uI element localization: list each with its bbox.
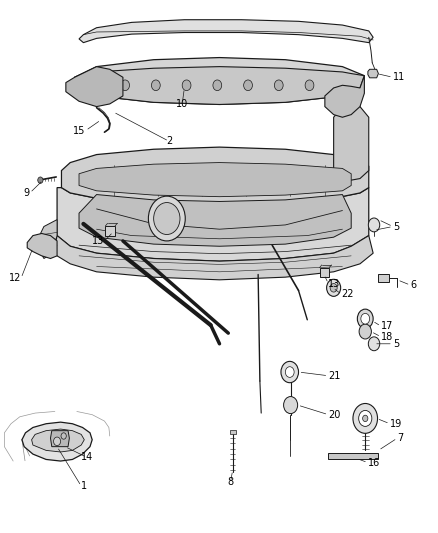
Circle shape [358, 324, 371, 339]
Polygon shape [333, 104, 368, 180]
Circle shape [61, 433, 66, 439]
Circle shape [329, 284, 336, 292]
Polygon shape [53, 236, 372, 280]
Circle shape [148, 196, 185, 241]
Text: 7: 7 [396, 433, 403, 443]
Polygon shape [50, 431, 69, 447]
Text: 6: 6 [410, 280, 416, 290]
Text: 13: 13 [92, 236, 104, 246]
FancyBboxPatch shape [319, 268, 328, 277]
Polygon shape [328, 453, 378, 459]
Polygon shape [79, 20, 372, 43]
Polygon shape [74, 67, 364, 104]
Circle shape [274, 80, 283, 91]
Circle shape [285, 367, 293, 377]
Text: 12: 12 [9, 273, 21, 283]
Text: 20: 20 [328, 410, 340, 419]
Circle shape [38, 177, 43, 183]
Text: 13: 13 [328, 279, 340, 288]
Polygon shape [79, 195, 350, 246]
Polygon shape [66, 67, 123, 107]
Text: 21: 21 [328, 371, 340, 381]
Text: 5: 5 [392, 339, 398, 349]
Text: 22: 22 [341, 289, 353, 299]
Text: 19: 19 [389, 419, 401, 429]
Polygon shape [22, 422, 92, 461]
Circle shape [280, 361, 298, 383]
Polygon shape [324, 76, 364, 117]
Circle shape [367, 218, 379, 232]
Text: 15: 15 [73, 126, 85, 135]
FancyBboxPatch shape [378, 274, 389, 282]
Circle shape [362, 415, 367, 422]
Circle shape [326, 279, 340, 296]
Circle shape [212, 80, 221, 91]
Circle shape [367, 337, 379, 351]
Polygon shape [367, 69, 378, 78]
FancyBboxPatch shape [229, 430, 235, 434]
Text: 2: 2 [166, 136, 172, 146]
Circle shape [153, 203, 180, 235]
Polygon shape [32, 429, 84, 452]
Circle shape [358, 410, 371, 426]
Text: 16: 16 [367, 458, 379, 467]
Circle shape [352, 403, 377, 433]
Text: 14: 14 [81, 453, 93, 462]
Text: 11: 11 [392, 72, 404, 82]
Text: 5: 5 [392, 222, 398, 231]
Circle shape [151, 80, 160, 91]
Polygon shape [27, 233, 57, 259]
FancyBboxPatch shape [105, 226, 115, 236]
Text: 17: 17 [380, 321, 392, 331]
Circle shape [182, 80, 191, 91]
Text: 18: 18 [380, 332, 392, 342]
Text: 10: 10 [176, 99, 188, 109]
Polygon shape [57, 188, 368, 261]
Circle shape [243, 80, 252, 91]
Circle shape [304, 80, 313, 91]
Polygon shape [74, 58, 364, 104]
Text: 9: 9 [24, 188, 30, 198]
Circle shape [360, 313, 369, 324]
Text: 8: 8 [227, 478, 233, 487]
Text: 1: 1 [81, 481, 87, 491]
Circle shape [357, 309, 372, 328]
Circle shape [120, 80, 129, 91]
Polygon shape [39, 220, 57, 259]
Polygon shape [79, 163, 350, 197]
Polygon shape [61, 147, 368, 206]
Circle shape [283, 397, 297, 414]
Circle shape [53, 437, 60, 446]
